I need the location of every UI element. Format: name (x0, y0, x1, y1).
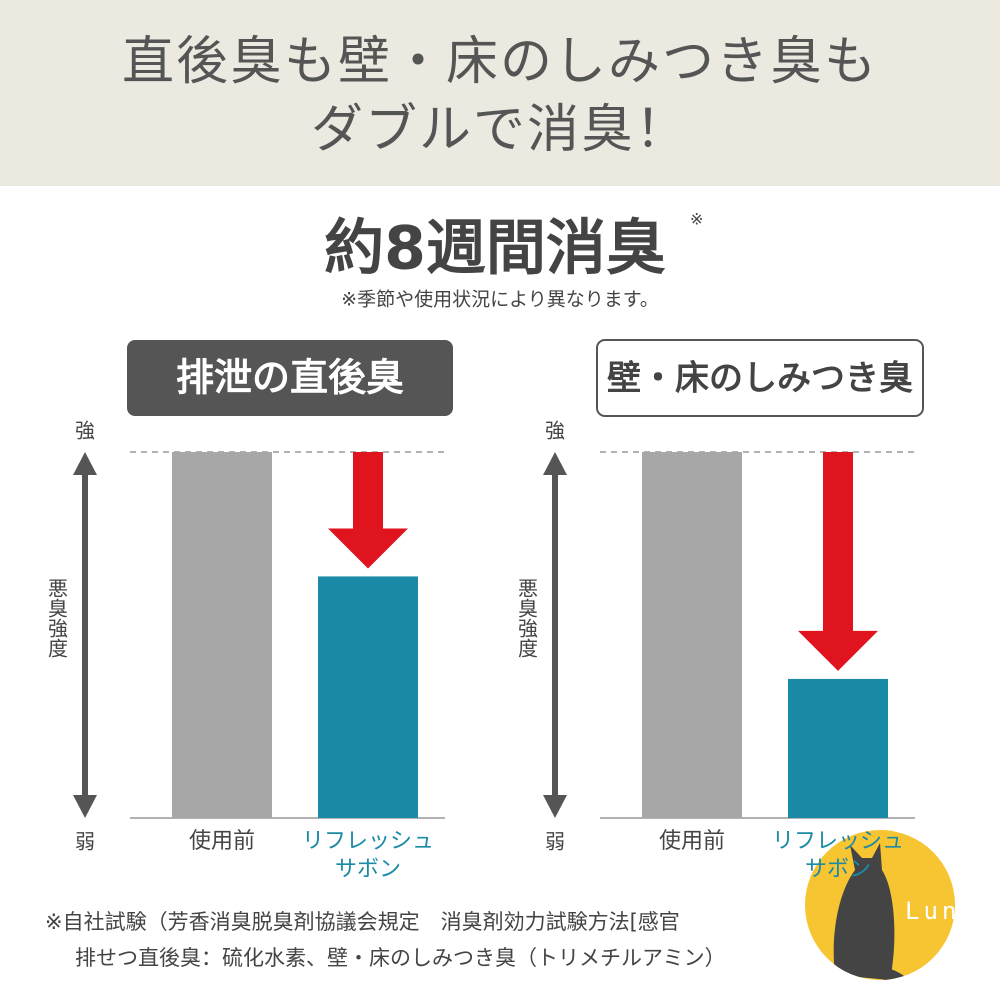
header-band: 直後臭も壁・床のしみつき臭も ダブルで消臭！ (0, 0, 1000, 186)
x-tick-label: 使用前 (658, 829, 725, 854)
header-title: 直後臭も壁・床のしみつき臭も ダブルで消臭！ (121, 32, 878, 160)
bar (318, 576, 418, 818)
reduction-arrow (798, 452, 878, 671)
y-tick-label: 強 (75, 419, 95, 443)
headline-note: ※季節や使用状況により異なります。 (341, 289, 659, 311)
chart-title-box (127, 340, 453, 416)
y-tick-label: 強 (545, 419, 565, 443)
footnote-line: ※自社試験（芳香消臭脱臭剤協議会規定 消臭剤効力試験方法[感官 (45, 910, 680, 934)
y-axis-label: 悪臭強度 (45, 578, 69, 658)
y-tick-label: 弱 (545, 830, 565, 854)
reduction-arrow (328, 452, 408, 569)
footnote-line: 排せつ直後臭：硫化水素、壁・床のしみつき臭（トリメチルアミン） (75, 946, 726, 970)
bar (642, 452, 742, 818)
bar (788, 678, 888, 818)
chart-title: 排泄の直後臭 (176, 356, 404, 400)
x-tick-label: リフレッシュ サボン (771, 829, 904, 882)
y-tick-label: 弱 (75, 830, 95, 854)
chart-title: 壁・床のしみつき臭 (607, 359, 913, 399)
bar (172, 452, 272, 818)
x-tick-label: リフレッシュ サボン (301, 829, 434, 882)
chart-title-box (596, 339, 924, 417)
x-tick-label: 使用前 (188, 829, 255, 854)
y-axis-label: 悪臭強度 (515, 578, 539, 658)
headline-mark: ※ (690, 210, 703, 229)
headline: 約8週間消臭 (324, 214, 666, 284)
